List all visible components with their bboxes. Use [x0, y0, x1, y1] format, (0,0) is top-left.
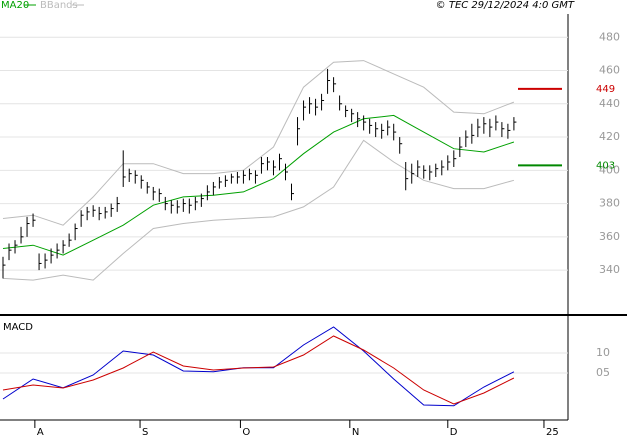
y-tick-label: 440	[599, 97, 620, 110]
y-tick-label: 05	[596, 366, 610, 379]
y-tick-label: 380	[599, 197, 620, 210]
timestamp: © TEC 29/12/2024 4:0 GMT	[436, 0, 575, 11]
x-tick-label: O	[242, 427, 250, 438]
level-label: 449	[596, 84, 615, 95]
legend-label: MA20	[1, 0, 29, 11]
x-tick-label: 25	[546, 427, 559, 438]
bband-lower	[2, 139, 515, 281]
y-tick-label: 400	[599, 163, 620, 176]
y-tick-label: 460	[599, 64, 620, 77]
y-tick-label: 10	[596, 346, 610, 359]
x-tick-label: S	[142, 427, 148, 438]
x-tick-label: A	[37, 427, 44, 438]
ma20-line	[2, 114, 515, 256]
y-tick-label: 420	[599, 130, 620, 143]
y-tick-label: 480	[599, 30, 620, 43]
bband-upper	[2, 60, 515, 226]
macd-title: MACD	[3, 322, 33, 333]
y-tick-label: 360	[599, 230, 620, 243]
level-label: 403	[596, 160, 615, 171]
y-tick-label: 340	[599, 263, 620, 276]
macd-line	[2, 335, 515, 405]
legend-label: BBands	[40, 0, 78, 11]
x-tick-label: D	[450, 427, 458, 438]
x-tick-label: N	[352, 427, 359, 438]
